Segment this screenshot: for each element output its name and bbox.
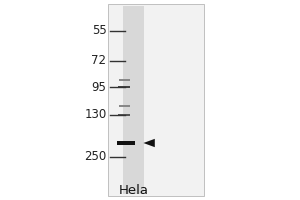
Bar	[123, 6, 144, 194]
Bar	[108, 4, 204, 196]
Bar	[119, 105, 130, 107]
Text: 250: 250	[84, 150, 106, 164]
Polygon shape	[143, 139, 155, 147]
Bar	[117, 141, 135, 145]
Bar	[118, 114, 130, 116]
Bar	[118, 86, 130, 88]
Text: Hela: Hela	[118, 184, 148, 196]
Text: 130: 130	[84, 108, 106, 121]
Text: 55: 55	[92, 24, 106, 38]
Text: 72: 72	[92, 54, 106, 68]
Bar	[119, 79, 130, 81]
Text: 95: 95	[92, 81, 106, 94]
